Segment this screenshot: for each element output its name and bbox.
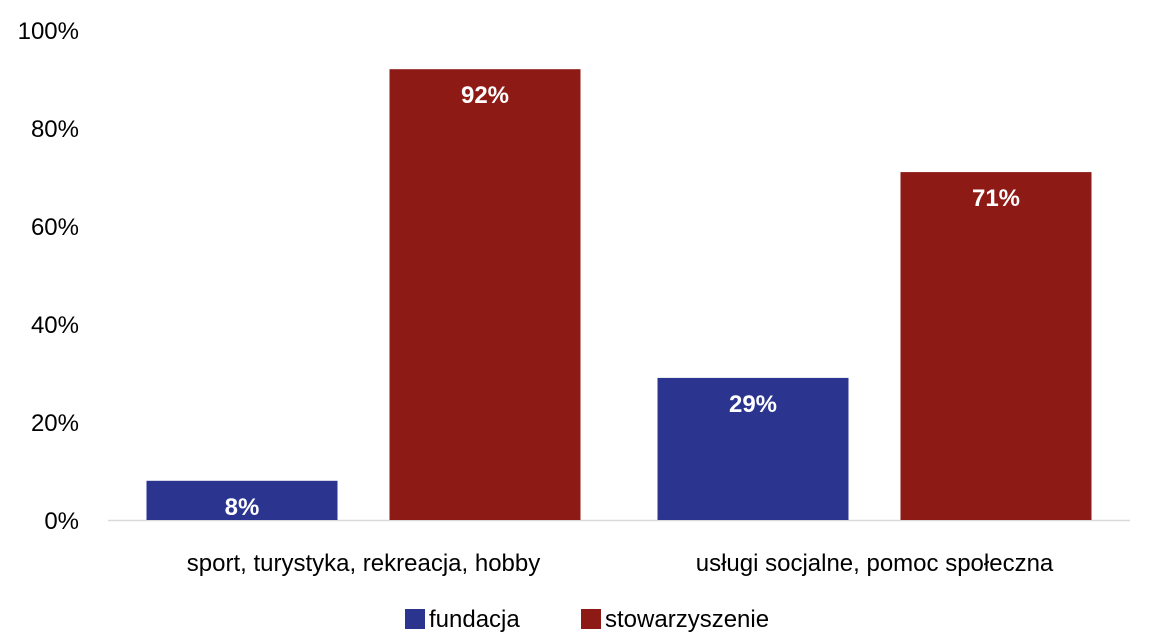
legend: fundacja stowarzyszenie [405,606,769,633]
legend-label: fundacja [429,606,520,633]
data-label: 29% [729,391,777,418]
bar-fundacja [657,377,849,520]
data-label: 8% [225,494,260,521]
x-axis-labels: sport, turystyka, rekreacja, hobby usługi… [187,550,1054,577]
bar-fundacja [146,480,338,520]
y-tick-label: 0% [44,508,79,535]
bar-stowarzyszenie [900,172,1092,520]
data-label: 71% [972,185,1020,212]
legend-label: stowarzyszenie [605,606,769,633]
data-label: 92% [461,82,509,109]
legend-swatch [405,609,425,629]
bars: 8% 92% 29% 71% [146,69,1092,521]
x-tick-label: usługi socjalne, pomoc społeczna [696,550,1054,577]
y-tick-label: 100% [18,18,79,45]
y-tick-label: 60% [31,214,79,241]
legend-swatch [581,609,601,629]
y-tick-label: 20% [31,410,79,437]
y-tick-label: 80% [31,116,79,143]
y-axis: 0% 20% 40% 60% 80% 100% [18,18,79,535]
y-tick-label: 40% [31,312,79,339]
bar-stowarzyszenie [389,69,581,520]
x-tick-label: sport, turystyka, rekreacja, hobby [187,550,540,577]
